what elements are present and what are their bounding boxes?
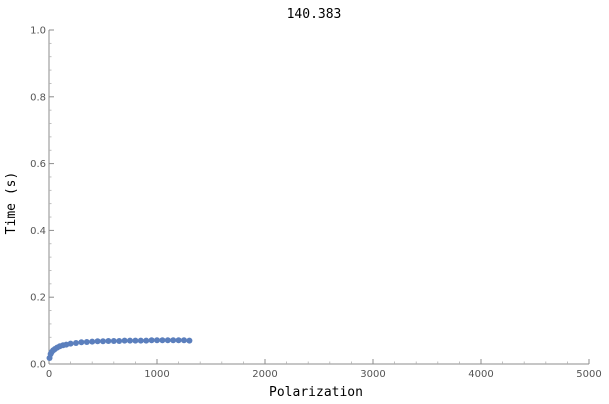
data-point [137,337,144,344]
data-point [154,337,160,344]
x-tick-label: 2000 [252,369,277,380]
data-point [175,337,182,344]
chart-title: 140.383 [287,7,342,22]
axes [48,30,589,365]
data-point [127,337,133,344]
x-axis-label: Polarization [269,385,363,400]
data-point [110,337,117,344]
y-tick-label: 0.2 [30,293,46,304]
data-point [143,337,150,344]
x-tick-label: 3000 [360,369,385,380]
data-point [89,338,96,345]
data-point [73,339,79,346]
data-point [181,337,187,344]
data-point [159,337,166,344]
data-point [132,337,139,344]
data-point [67,340,74,347]
y-ticks: 0.0 0.2 0.4 0.6 0.8 1.0 [30,26,54,371]
y-tick-label: 0.8 [30,92,46,103]
data-point [121,337,128,344]
y-tick-label: 0.6 [30,159,46,170]
x-tick-label: 5000 [576,369,601,380]
data-point [94,338,101,345]
data-point [116,337,123,344]
data-point [186,337,193,344]
y-axis-label: Time (s) [4,172,19,235]
data-point [78,339,85,346]
x-tick-label: 1000 [144,369,169,380]
data-point [164,337,171,344]
data-point [105,337,112,344]
x-ticks: 0 1000 2000 3000 4000 5000 [46,359,602,380]
data-point [83,338,90,345]
data-point [148,337,155,344]
x-tick-label: 4000 [468,369,493,380]
data-point [170,337,177,344]
y-tick-label: 1.0 [30,26,46,37]
y-tick-label: 0.4 [30,226,46,237]
data-point [100,338,106,345]
x-tick-label: 0 [46,369,52,380]
data-points [46,337,193,361]
y-tick-label: 0.0 [30,360,46,371]
